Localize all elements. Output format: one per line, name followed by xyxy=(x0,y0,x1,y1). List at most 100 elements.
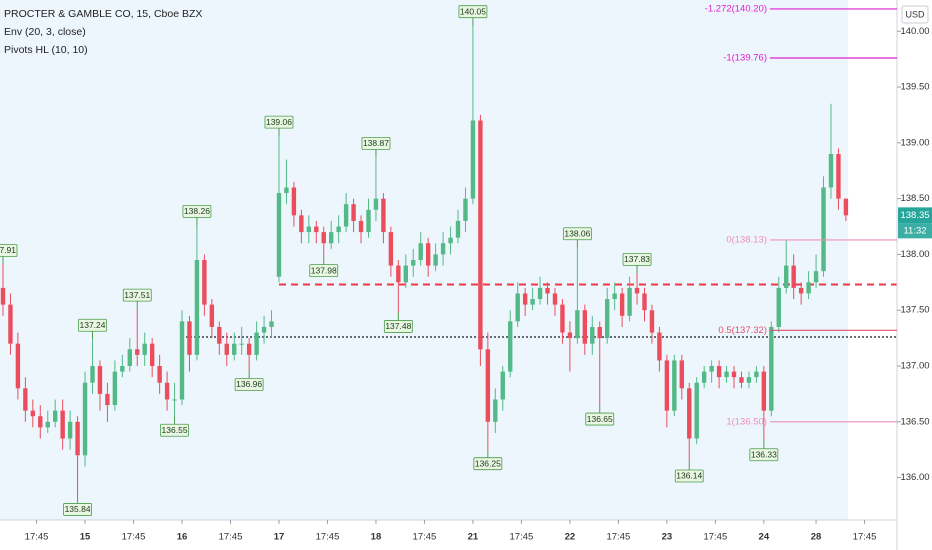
candle-body xyxy=(358,220,364,233)
x-tick-label: 17:45 xyxy=(219,532,243,543)
pivot-label: 137.98 xyxy=(311,265,337,275)
candle-body xyxy=(45,421,50,428)
candle-body xyxy=(724,371,729,378)
candle-body xyxy=(687,388,692,439)
candle-body xyxy=(396,265,401,283)
candle-body xyxy=(53,410,58,422)
candle-body xyxy=(657,332,662,361)
candle-body xyxy=(306,226,312,233)
plot-area: 137.91 135.84 137.24 137.51 136.55 138.26 136.… xyxy=(0,5,897,516)
candle-body xyxy=(515,293,520,322)
candle-body xyxy=(709,366,714,372)
candle-body xyxy=(351,204,356,221)
candle-body xyxy=(776,287,781,327)
y-tick-label: 140.00 xyxy=(900,26,929,37)
candle-body xyxy=(142,343,147,355)
x-tick-label: 15 xyxy=(80,532,91,543)
candle-body xyxy=(679,360,684,389)
candle-body xyxy=(261,326,267,333)
x-tick-label: 17:45 xyxy=(510,532,534,543)
candle-body xyxy=(731,371,737,378)
candle-body xyxy=(127,349,132,367)
candle-body xyxy=(739,377,744,383)
pivot-label: 136.65 xyxy=(587,414,613,424)
candle-body xyxy=(97,366,103,394)
candle-body xyxy=(314,226,319,233)
candle-body xyxy=(649,310,655,333)
x-tick-label: 18 xyxy=(371,532,382,543)
x-tick-label: 17:45 xyxy=(122,532,146,543)
candle-body xyxy=(567,332,573,339)
currency-box[interactable] xyxy=(901,5,929,24)
candle-body xyxy=(642,293,647,311)
candle-body xyxy=(560,304,565,333)
candle-body xyxy=(754,371,759,378)
y-tick-label: 136.00 xyxy=(900,472,929,483)
candle-body xyxy=(299,215,304,233)
candle-body xyxy=(806,282,811,294)
indicator-legend: Env (20, 3, close) xyxy=(4,26,86,38)
pivot-label: 140.05 xyxy=(460,6,486,16)
candle-body xyxy=(224,343,229,355)
candle-body xyxy=(545,287,550,294)
candle-body xyxy=(590,326,595,344)
y-tick-label: 137.00 xyxy=(900,361,929,372)
candle-body xyxy=(508,321,513,372)
candle-body xyxy=(232,343,237,355)
candle-body xyxy=(448,237,453,244)
candle-body xyxy=(8,304,13,344)
candle-body xyxy=(120,366,125,372)
candle-body xyxy=(217,326,222,344)
candle-body xyxy=(664,360,670,411)
pivot-label-box xyxy=(122,288,152,302)
candle-body xyxy=(433,254,438,266)
y-tick-label: 137.50 xyxy=(900,305,929,316)
candle-body xyxy=(67,421,73,439)
pivot-label: 137.51 xyxy=(124,290,150,300)
candle-body xyxy=(336,226,341,233)
candle-body xyxy=(478,120,483,350)
candle-body xyxy=(612,293,617,300)
y-tick-label: 138.50 xyxy=(900,193,929,204)
x-tick-label: 17:45 xyxy=(606,532,630,543)
candle-body xyxy=(485,349,491,422)
candle-body xyxy=(530,299,535,305)
session-highlight xyxy=(0,0,848,520)
candle-body xyxy=(716,366,722,378)
price-axis-panel xyxy=(897,0,932,550)
candle-body xyxy=(366,209,371,233)
candle-body xyxy=(329,232,334,244)
x-tick-label: 17:45 xyxy=(413,532,437,543)
pivot-label-box xyxy=(749,448,779,462)
candle-body xyxy=(284,187,289,194)
pivot-label-box xyxy=(674,469,704,483)
candle-body xyxy=(60,410,65,439)
x-tick-label: 17 xyxy=(274,532,285,543)
x-tick-label: 22 xyxy=(565,532,576,543)
candle-body xyxy=(187,321,192,355)
candle-body xyxy=(769,326,774,411)
y-tick-label: 139.50 xyxy=(900,82,929,93)
pivot-label: 137.24 xyxy=(79,320,105,330)
fib-label: 0(138.13) xyxy=(726,234,767,245)
pivot-label-box xyxy=(63,503,92,516)
candle-body xyxy=(672,360,677,411)
currency-label[interactable]: USD xyxy=(905,9,925,19)
y-tick-label: 136.50 xyxy=(900,416,929,427)
fib-label: 0.5(137.32) xyxy=(718,325,767,336)
candle-body xyxy=(791,265,796,288)
candle-body xyxy=(105,393,110,406)
candle-body xyxy=(321,232,326,244)
candle-body xyxy=(828,153,834,188)
countdown-label: 11:32 xyxy=(903,225,926,236)
pivot-label-box xyxy=(264,115,294,129)
x-tick-label: 17:45 xyxy=(853,532,877,543)
candle-body xyxy=(90,366,95,383)
pivot-label-box xyxy=(622,252,652,266)
candle-body xyxy=(575,310,580,339)
candle-body xyxy=(30,410,36,417)
candle-body xyxy=(254,332,259,355)
candle-body xyxy=(455,220,461,238)
pivot-label: 138.06 xyxy=(564,228,590,238)
pivot-label: 136.55 xyxy=(162,425,188,435)
